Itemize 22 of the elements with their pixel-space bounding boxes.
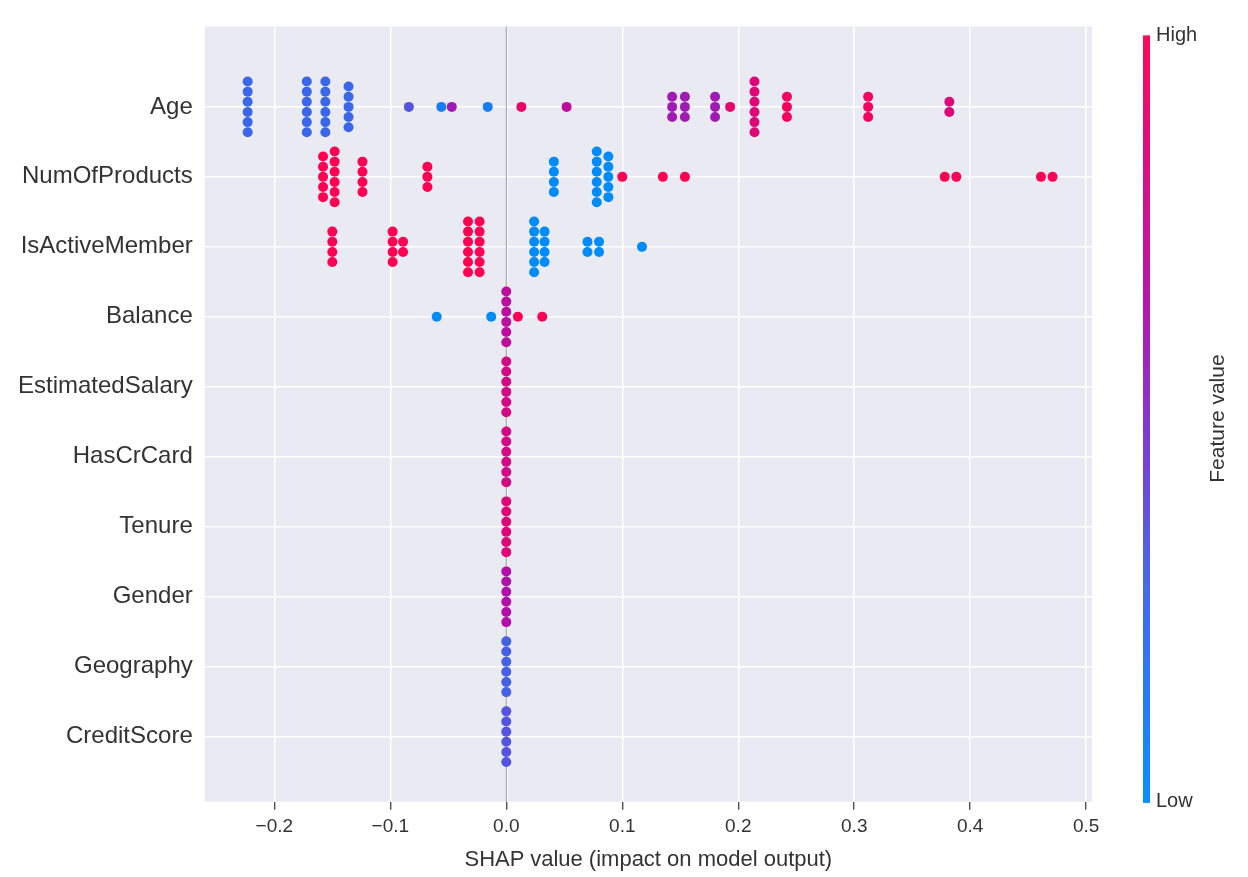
x-tick-label: 0.3 <box>841 815 868 837</box>
x-tick-label: 0.2 <box>725 815 752 837</box>
y-tick-label: NumOfProducts <box>22 161 193 189</box>
x-axis-title: SHAP value (impact on model output) <box>464 845 833 871</box>
y-tick-label: Tenure <box>119 511 193 539</box>
y-tick-label: Geography <box>73 651 193 679</box>
y-tick-label: Age <box>150 91 193 119</box>
y-tick-label: Gender <box>112 581 193 609</box>
color-bar-label: Low <box>1156 789 1194 812</box>
y-tick-label: CreditScore <box>66 721 193 749</box>
color-bar-label: High <box>1156 22 1198 45</box>
y-tick-label: IsActiveMember <box>20 231 193 259</box>
x-tick-label: 0.1 <box>609 815 636 837</box>
x-tick-label: −0.2 <box>255 815 294 837</box>
y-tick-label: EstimatedSalary <box>17 371 193 399</box>
x-tick-label: 0.4 <box>957 815 984 837</box>
x-tick-label: −0.1 <box>371 815 410 837</box>
y-tick-label: HasCrCard <box>72 441 193 469</box>
x-tick-label: 0.5 <box>1072 815 1100 837</box>
x-tick-label: 0.0 <box>493 815 520 837</box>
color-bar-title: Feature value <box>1204 354 1228 483</box>
y-tick-label: Balance <box>106 301 193 329</box>
